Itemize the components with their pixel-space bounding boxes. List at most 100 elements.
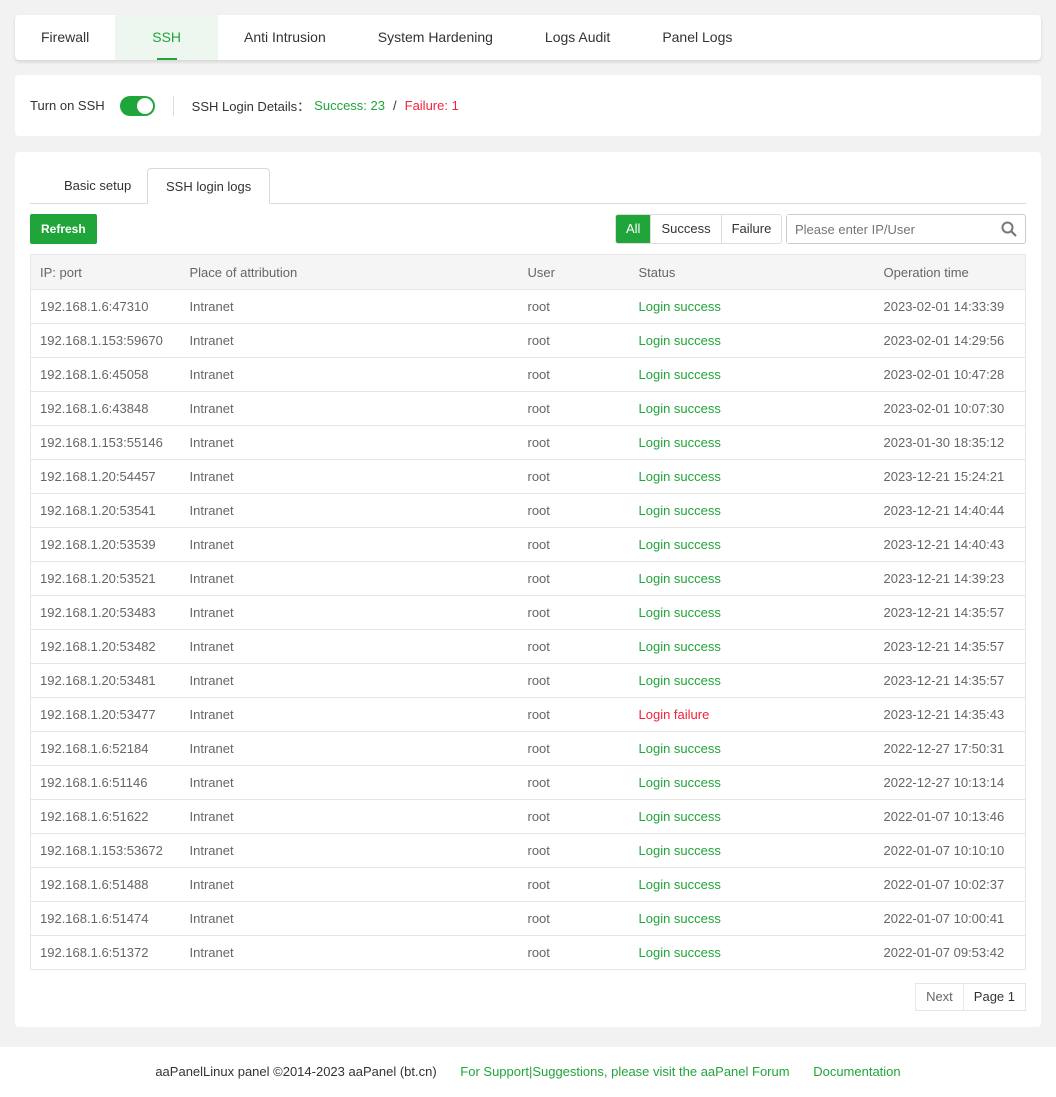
table-row: 192.168.1.6:47310 Intranet root Login succe… — [30, 289, 1026, 324]
cell-status: Login success — [629, 459, 875, 494]
cell-time: 2023-12-21 14:35:57 — [874, 663, 1026, 698]
cell-ip-port: 192.168.1.6:51146 — [30, 765, 181, 800]
search-box — [786, 214, 1026, 244]
cell-user: root — [518, 595, 630, 630]
cell-ip-port: 192.168.1.6:45058 — [30, 357, 181, 392]
cell-user: root — [518, 323, 630, 358]
cell-place: Intranet — [180, 357, 519, 392]
table-row: 192.168.1.20:53483 Intranet root Login succ… — [30, 595, 1026, 630]
ssh-status-bar: Turn on SSH SSH Login Details： Success: … — [15, 75, 1041, 136]
cell-status: Login success — [629, 323, 875, 358]
separator: / — [393, 98, 397, 113]
cell-user: root — [518, 697, 630, 732]
cell-user: root — [518, 833, 630, 868]
tab-panel-logs[interactable]: Panel Logs — [662, 29, 733, 45]
table-row: 192.168.1.20:53539 Intranet root Login succ… — [30, 527, 1026, 562]
cell-place: Intranet — [180, 595, 519, 630]
cell-time: 2023-12-21 14:35:57 — [874, 595, 1026, 630]
cell-ip-port: 192.168.1.20:53477 — [30, 697, 181, 732]
tab-ssh[interactable]: SSH — [115, 15, 219, 60]
cell-ip-port: 192.168.1.153:55146 — [30, 425, 181, 460]
sub-tabs: Basic setup SSH login logs — [30, 168, 1026, 204]
cell-ip-port: 192.168.1.20:53541 — [30, 493, 181, 528]
filter-failure[interactable]: Failure — [720, 215, 782, 243]
cell-ip-port: 192.168.1.6:51622 — [30, 799, 181, 834]
table-row: 192.168.1.20:53521 Intranet root Login succ… — [30, 561, 1026, 596]
cell-ip-port: 192.168.1.20:53483 — [30, 595, 181, 630]
search-input[interactable] — [787, 215, 987, 243]
cell-place: Intranet — [180, 833, 519, 868]
cell-user: root — [518, 935, 630, 970]
documentation-link[interactable]: Documentation — [813, 1064, 901, 1079]
tab-anti-intrusion[interactable]: Anti Intrusion — [244, 29, 326, 45]
table-row: 192.168.1.6:51474 Intranet root Login succe… — [30, 901, 1026, 936]
cell-ip-port: 192.168.1.6:52184 — [30, 731, 181, 766]
cell-place: Intranet — [180, 765, 519, 800]
filter-success[interactable]: Success — [650, 215, 720, 243]
subtab-ssh-login-logs[interactable]: SSH login logs — [147, 168, 271, 204]
cell-place: Intranet — [180, 323, 519, 358]
cell-place: Intranet — [180, 663, 519, 698]
login-details-label: SSH Login Details： — [191, 99, 311, 114]
cell-ip-port: 192.168.1.6:51474 — [30, 901, 181, 936]
cell-place: Intranet — [180, 799, 519, 834]
refresh-button[interactable]: Refresh — [30, 214, 97, 244]
support-link[interactable]: For Support|Suggestions, please visit th… — [460, 1064, 790, 1079]
cell-status: Login success — [629, 799, 875, 834]
table-row: 192.168.1.6:45058 Intranet root Login succe… — [30, 357, 1026, 392]
cell-status: Login success — [629, 833, 875, 868]
table-row: 192.168.1.6:51372 Intranet root Login succe… — [30, 935, 1026, 970]
cell-status: Login success — [629, 357, 875, 392]
cell-time: 2023-12-21 14:40:44 — [874, 493, 1026, 528]
cell-ip-port: 192.168.1.20:53482 — [30, 629, 181, 664]
current-page: Page 1 — [962, 984, 1025, 1010]
table-row: 192.168.1.6:51146 Intranet root Login succe… — [30, 765, 1026, 800]
cell-user: root — [518, 357, 630, 392]
pagination: Next Page 1 — [915, 983, 1026, 1011]
col-place: Place of attribution — [180, 254, 519, 290]
cell-ip-port: 192.168.1.6:47310 — [30, 289, 181, 324]
cell-place: Intranet — [180, 935, 519, 970]
tab-system-hardening[interactable]: System Hardening — [377, 29, 493, 45]
next-page-button[interactable]: Next — [926, 989, 953, 1004]
table-row: 192.168.1.6:51488 Intranet root Login succe… — [30, 867, 1026, 902]
cell-status: Login success — [629, 663, 875, 698]
cell-time: 2022-12-27 10:13:14 — [874, 765, 1026, 800]
cell-place: Intranet — [180, 527, 519, 562]
tab-firewall[interactable]: Firewall — [41, 29, 90, 45]
footer: aaPanelLinux panel ©2014-2023 aaPanel (b… — [0, 1047, 1056, 1097]
cell-place: Intranet — [180, 493, 519, 528]
table-row: 192.168.1.153:55146 Intranet root Login suc… — [30, 425, 1026, 460]
table-row: 192.168.1.20:53481 Intranet root Login succ… — [30, 663, 1026, 698]
cell-user: root — [518, 663, 630, 698]
cell-time: 2023-12-21 14:40:43 — [874, 527, 1026, 562]
col-operation-time: Operation time — [874, 254, 1026, 290]
cell-user: root — [518, 629, 630, 664]
col-user: User — [518, 254, 630, 290]
cell-time: 2022-12-27 17:50:31 — [874, 731, 1026, 766]
ssh-toggle[interactable] — [119, 95, 155, 116]
cell-status: Login success — [629, 561, 875, 596]
cell-user: root — [518, 867, 630, 902]
cell-user: root — [518, 901, 630, 936]
table-row: 192.168.1.20:54457 Intranet root Login succ… — [30, 459, 1026, 494]
cell-user: root — [518, 799, 630, 834]
cell-ip-port: 192.168.1.20:54457 — [30, 459, 181, 494]
cell-time: 2023-02-01 10:47:28 — [874, 357, 1026, 392]
cell-time: 2023-12-21 14:35:57 — [874, 629, 1026, 664]
cell-user: root — [518, 493, 630, 528]
filter-all[interactable]: All — [616, 215, 651, 243]
status-filter: All Success Failure — [615, 214, 783, 244]
subtab-basic-setup[interactable]: Basic setup — [64, 178, 132, 193]
cell-status: Login success — [629, 289, 875, 324]
table-row: 192.168.1.153:59670 Intranet root Login suc… — [30, 323, 1026, 358]
cell-status: Login success — [629, 935, 875, 970]
table-header: IP: port Place of attribution User Statu… — [30, 254, 1026, 290]
cell-place: Intranet — [180, 867, 519, 902]
cell-status: Login success — [629, 629, 875, 664]
cell-time: 2023-02-01 14:29:56 — [874, 323, 1026, 358]
cell-time: 2023-01-30 18:35:12 — [874, 425, 1026, 460]
copyright: aaPanelLinux panel ©2014-2023 aaPanel (b… — [155, 1064, 437, 1079]
tab-logs-audit[interactable]: Logs Audit — [544, 29, 611, 45]
search-icon[interactable] — [1001, 221, 1017, 237]
